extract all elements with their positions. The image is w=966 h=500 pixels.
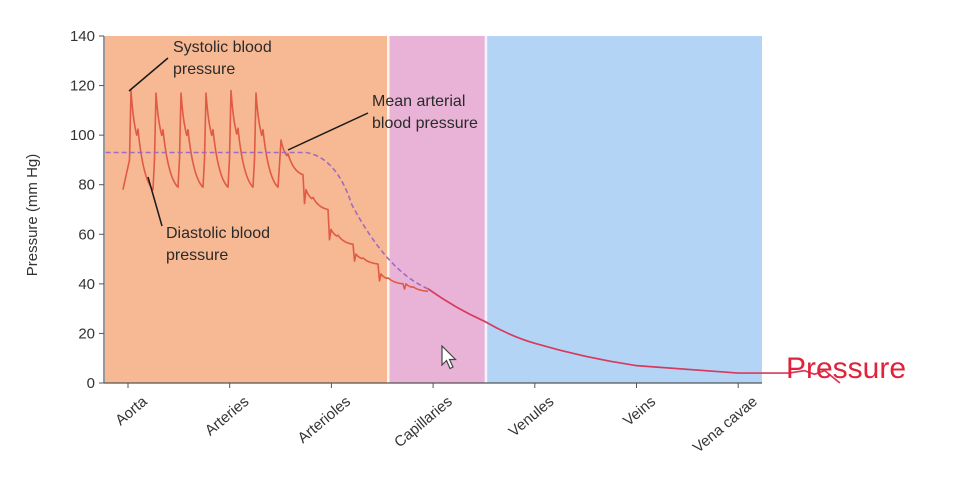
region-capillaries: [388, 36, 486, 383]
annotation-text: Mean arterial: [372, 93, 465, 110]
annotation-leader-line: [128, 57, 169, 92]
x-axis-labels: Aorta Arteries Arterioles Capillaries Venule…: [112, 383, 761, 456]
annotation-text: blood pressure: [372, 115, 478, 132]
x-category-label: Arterioles: [295, 393, 354, 447]
x-category-label: Vena cavae: [690, 393, 761, 456]
annotations: Systolic blood pressure Mean arterial blood…: [128, 39, 478, 264]
annotation-text: Systolic blood: [173, 39, 272, 56]
x-category-label: Venules: [506, 393, 558, 440]
y-tick-label: 120: [70, 78, 95, 95]
y-tick-label: 40: [78, 276, 95, 293]
x-category-label: Capillaries: [391, 393, 456, 451]
y-tick-label: 140: [70, 28, 95, 45]
x-category-label: Aorta: [112, 393, 151, 429]
arterial-pressure-line: [122, 89, 429, 293]
y-tick-label: 60: [78, 226, 95, 243]
x-category-label: Arteries: [202, 393, 253, 439]
y-axis-title: Pressure (mm Hg): [24, 154, 41, 277]
x-category-label: Veins: [620, 393, 659, 430]
y-tick-label: 100: [70, 127, 95, 144]
annotation-text: pressure: [166, 247, 228, 264]
mean-arterial-line: [105, 151, 429, 290]
y-axis: 0 20 40 60 80 100 120 140: [70, 28, 762, 392]
annotation-leader-line: [287, 112, 369, 151]
mouse-cursor-icon: [441, 345, 457, 370]
annotation-text: pressure: [173, 61, 235, 78]
annotation-text: Diastolic blood: [166, 225, 270, 242]
y-tick-label: 80: [78, 177, 95, 194]
annotation-leader-line: [147, 176, 163, 227]
legend-pressure-label: Pressure: [786, 352, 906, 385]
y-tick-label: 0: [87, 375, 95, 392]
venous-pressure-line: [427, 288, 841, 384]
region-arterial: [105, 36, 389, 383]
series-lines: [105, 89, 841, 384]
region-bands: [105, 36, 762, 383]
region-venous: [485, 36, 762, 383]
y-tick-label: 20: [78, 325, 95, 342]
